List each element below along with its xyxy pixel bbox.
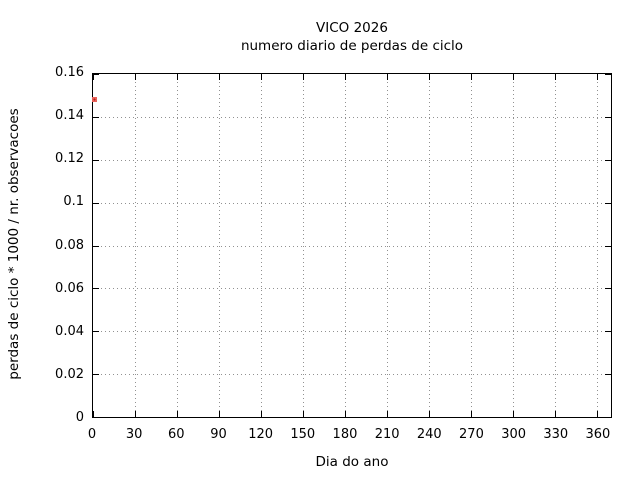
- x-tick-label: 330: [543, 427, 569, 442]
- x-tick-label: 270: [459, 427, 484, 442]
- x-tick-mark: [387, 411, 388, 417]
- x-tick-mark: [135, 411, 136, 417]
- x-tick-mark: [429, 74, 430, 80]
- x-tick-label: 120: [248, 427, 274, 442]
- x-tick-mark: [429, 411, 430, 417]
- x-tick-mark: [93, 411, 94, 417]
- y-tick-mark: [93, 116, 99, 118]
- x-axis-label: Dia do ano: [315, 454, 389, 470]
- y-tick-label: 0.14: [55, 108, 84, 124]
- y-tick-label: 0.08: [55, 237, 84, 253]
- y-tick-mark: [93, 202, 99, 204]
- y-tick-mark: [93, 245, 99, 247]
- y-tick-mark: [93, 374, 99, 376]
- y-tick-mark: [605, 202, 611, 204]
- y-tick-label: 0.16: [55, 65, 84, 80]
- y-gridline: [93, 159, 611, 161]
- data-point-marker: [91, 97, 97, 103]
- x-tick-mark: [555, 74, 556, 80]
- x-tick-label: 300: [501, 427, 527, 442]
- y-tick-mark: [93, 417, 99, 418]
- y-gridline: [93, 202, 611, 204]
- y-tick-mark: [605, 159, 611, 161]
- chart-subtitle: numero diario de perdas de ciclo: [240, 38, 464, 54]
- x-tick-mark: [597, 411, 598, 417]
- x-tick-mark: [177, 411, 178, 417]
- y-tick-label: 0.1: [63, 194, 84, 210]
- x-tick-mark: [219, 411, 220, 417]
- x-tick-label: 60: [168, 427, 185, 442]
- y-tick-mark: [93, 159, 99, 161]
- y-tick-mark: [605, 331, 611, 333]
- y-tick-mark: [93, 288, 99, 290]
- y-gridline: [93, 116, 611, 118]
- y-tick-mark: [605, 74, 611, 75]
- chart-title: VICO 2026: [316, 20, 388, 36]
- plot-area: [91, 73, 612, 418]
- x-tick-mark: [93, 74, 94, 80]
- x-tick-label: 0: [87, 427, 97, 442]
- x-tick-mark: [135, 74, 136, 80]
- x-tick-mark: [471, 411, 472, 417]
- y-tick-mark: [605, 116, 611, 118]
- y-tick-label: 0.04: [55, 323, 84, 339]
- x-tick-label: 240: [416, 427, 442, 442]
- x-tick-mark: [513, 74, 514, 80]
- x-tick-label: 360: [585, 427, 611, 442]
- y-tick-mark: [605, 288, 611, 290]
- x-tick-mark: [261, 74, 262, 80]
- y-tick-mark: [605, 245, 611, 247]
- y-tick-label: 0: [75, 410, 84, 425]
- x-tick-mark: [303, 74, 304, 80]
- y-tick-mark: [605, 374, 611, 376]
- x-tick-mark: [303, 411, 304, 417]
- y-gridline: [93, 288, 611, 290]
- x-tick-label: 90: [210, 427, 227, 442]
- x-tick-mark: [177, 74, 178, 80]
- y-gridline: [93, 331, 611, 333]
- x-tick-label: 210: [374, 427, 400, 442]
- x-tick-mark: [219, 74, 220, 80]
- y-tick-label: 0.06: [55, 280, 84, 296]
- y-gridline: [93, 245, 611, 247]
- x-tick-mark: [471, 74, 472, 80]
- x-tick-label: 30: [125, 427, 143, 442]
- y-tick-mark: [605, 417, 611, 418]
- x-tick-mark: [513, 411, 514, 417]
- y-tick-mark: [93, 331, 99, 333]
- x-tick-mark: [387, 74, 388, 80]
- y-tick-label: 0.12: [55, 151, 84, 167]
- y-tick-label: 0.02: [55, 366, 84, 382]
- x-tick-mark: [555, 411, 556, 417]
- x-tick-mark: [345, 411, 346, 417]
- x-tick-mark: [345, 74, 346, 80]
- x-tick-label: 150: [290, 427, 316, 442]
- x-tick-mark: [597, 74, 598, 80]
- y-gridline: [93, 374, 611, 376]
- y-tick-mark: [93, 74, 99, 75]
- x-tick-label: 180: [332, 427, 358, 442]
- x-tick-mark: [261, 411, 262, 417]
